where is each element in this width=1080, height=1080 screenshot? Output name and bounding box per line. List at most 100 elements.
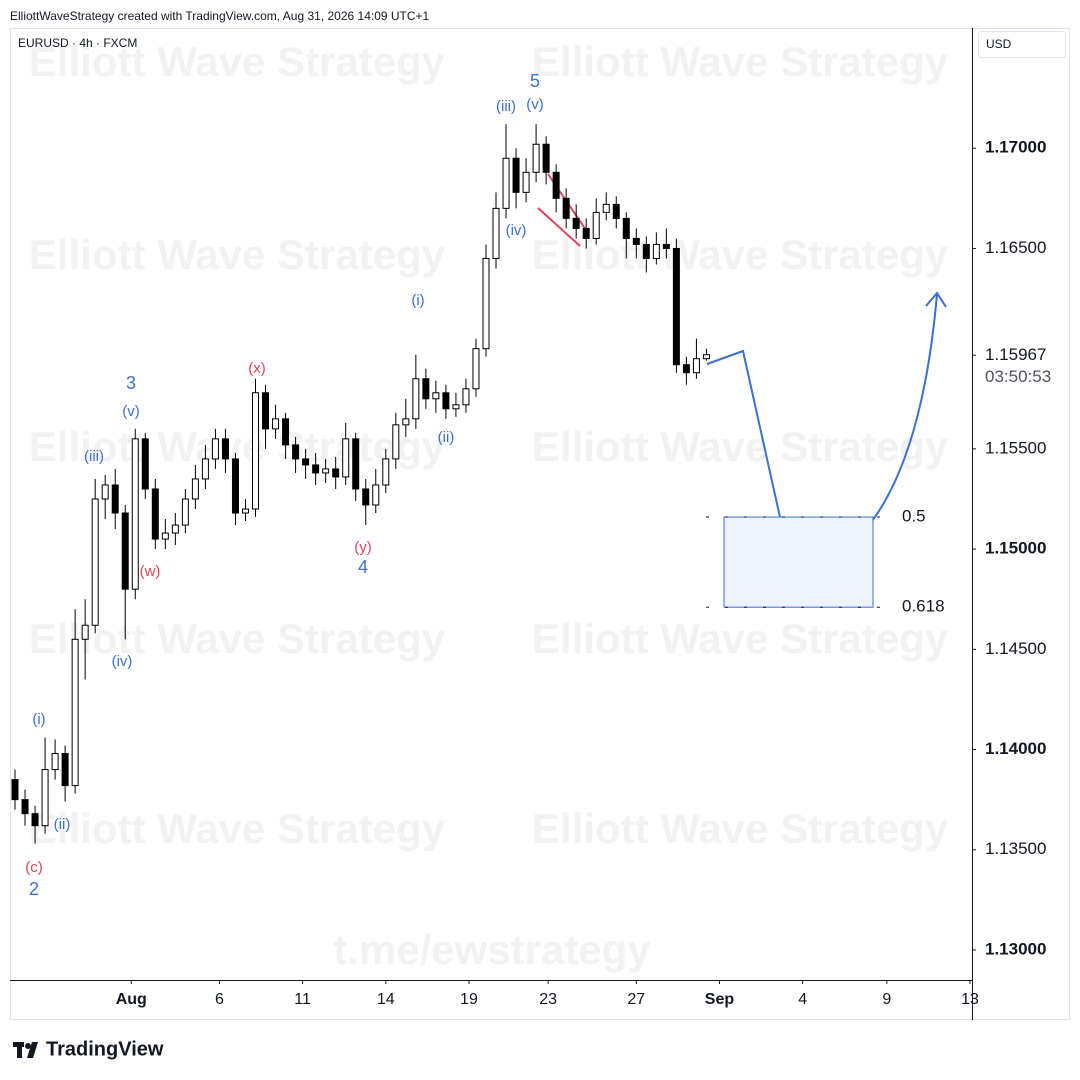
candle-body bbox=[91, 498, 99, 626]
watermark: Elliott Wave Strategy bbox=[29, 615, 446, 662]
wave-label: (i) bbox=[411, 292, 424, 309]
candle-body bbox=[272, 418, 280, 430]
wave-label: (i) bbox=[32, 711, 45, 728]
y-tick-label: 1.14500 bbox=[985, 639, 1046, 658]
arrow-head bbox=[925, 291, 947, 308]
fib-label: 0.618 bbox=[902, 597, 945, 616]
candle-body bbox=[672, 247, 680, 366]
wave-label: 4 bbox=[358, 557, 368, 577]
candle-body bbox=[662, 243, 670, 249]
brand: TradingView bbox=[46, 1038, 164, 1060]
candle-body bbox=[141, 438, 149, 490]
candle-body bbox=[11, 779, 19, 801]
candle-body bbox=[221, 438, 229, 460]
y-tick-label: 1.13000 bbox=[985, 939, 1046, 958]
candle-body bbox=[302, 458, 310, 466]
candle-body bbox=[402, 418, 410, 426]
candle-body bbox=[482, 257, 490, 350]
candle-body bbox=[252, 392, 260, 510]
currency-box[interactable] bbox=[978, 31, 1066, 58]
candle-body bbox=[322, 468, 330, 474]
candle-body bbox=[201, 458, 209, 480]
fib-zone bbox=[723, 516, 874, 608]
candle-body bbox=[682, 364, 690, 374]
x-tick-label: 13 bbox=[961, 991, 979, 1008]
watermark-link: t.me/ewstrategy bbox=[333, 926, 651, 973]
wave-label: (iv) bbox=[112, 653, 133, 670]
candle-body bbox=[412, 378, 420, 420]
y-tick-label: 1.14000 bbox=[985, 739, 1046, 758]
wave-label: (x) bbox=[248, 360, 266, 377]
x-tick-label: 11 bbox=[294, 991, 311, 1008]
projection-arrow bbox=[706, 349, 791, 563]
candle-body bbox=[522, 171, 530, 193]
candle-body bbox=[131, 438, 139, 590]
candle-body bbox=[161, 532, 169, 540]
candle-body bbox=[101, 484, 109, 500]
wave-label: (v) bbox=[122, 403, 140, 420]
y-tick-label: 1.15000 bbox=[985, 539, 1046, 558]
x-tick-label: 23 bbox=[539, 991, 557, 1008]
y-tick-label: 1.16500 bbox=[985, 238, 1046, 257]
wave-label: (ii) bbox=[438, 429, 455, 446]
candle-body bbox=[231, 458, 239, 514]
wave-label: (ii) bbox=[54, 816, 71, 833]
candle-body bbox=[151, 488, 159, 540]
candle-body bbox=[642, 243, 650, 259]
watermark: Elliott Wave Strategy bbox=[532, 805, 949, 852]
wave-label: (w) bbox=[140, 563, 161, 580]
watermark: Elliott Wave Strategy bbox=[532, 38, 949, 85]
candle-body bbox=[692, 358, 700, 374]
candle-body bbox=[352, 438, 360, 490]
wave-label: 3 bbox=[126, 373, 136, 393]
candle-body bbox=[422, 378, 430, 400]
candle-body bbox=[81, 624, 89, 640]
x-tick-label: 4 bbox=[798, 991, 807, 1008]
candle-body bbox=[312, 464, 320, 474]
watermark: Elliott Wave Strategy bbox=[29, 231, 446, 278]
x-tick-label: Sep bbox=[705, 991, 735, 1008]
y-tick-label: 1.15500 bbox=[985, 438, 1046, 457]
wave-label: (iv) bbox=[506, 222, 527, 239]
wave-label: (c) bbox=[25, 859, 43, 876]
watermark: Elliott Wave Strategy bbox=[532, 231, 949, 278]
wave-label: (iii) bbox=[84, 448, 104, 465]
countdown: 03:50:53 bbox=[985, 367, 1051, 386]
watermarks: Elliott Wave Strategy Elliott Wave Strate… bbox=[29, 38, 949, 973]
wave-label: (v) bbox=[526, 96, 544, 113]
wave-label: (y) bbox=[354, 539, 372, 556]
x-tick-label: 14 bbox=[377, 991, 395, 1008]
channel-line bbox=[537, 207, 581, 247]
candle-body bbox=[61, 753, 69, 787]
watermark: Elliott Wave Strategy bbox=[532, 615, 949, 662]
candle-body bbox=[362, 488, 370, 506]
candle-body bbox=[452, 404, 460, 410]
candle-body bbox=[342, 438, 350, 478]
header-text: ElliottWaveStrategy created with Trading… bbox=[10, 9, 430, 23]
candle-body bbox=[292, 444, 300, 460]
candle-body bbox=[181, 498, 189, 526]
candle-body bbox=[512, 157, 520, 193]
candle-body bbox=[21, 799, 29, 815]
candle-body bbox=[71, 638, 79, 787]
watermark: Elliott Wave Strategy bbox=[29, 805, 446, 852]
wave-label: (iii) bbox=[496, 98, 516, 115]
candle-body bbox=[622, 217, 630, 239]
candle-body bbox=[241, 508, 249, 514]
candle-body bbox=[572, 217, 580, 229]
candle-body bbox=[472, 348, 480, 390]
candle-body bbox=[702, 354, 710, 360]
candle-body bbox=[332, 468, 340, 478]
candle-body bbox=[41, 769, 49, 827]
wave-label: 2 bbox=[29, 879, 39, 899]
watermark: Elliott Wave Strategy bbox=[532, 423, 949, 470]
candle-body bbox=[632, 237, 640, 245]
x-tick-label: 9 bbox=[882, 991, 891, 1008]
candle-body bbox=[171, 524, 179, 534]
x-tick-label: 6 bbox=[215, 991, 224, 1008]
candle-body bbox=[121, 512, 129, 590]
candle-body bbox=[191, 478, 199, 500]
symbol-label: EURUSD · 4h · FXCM bbox=[18, 36, 137, 50]
